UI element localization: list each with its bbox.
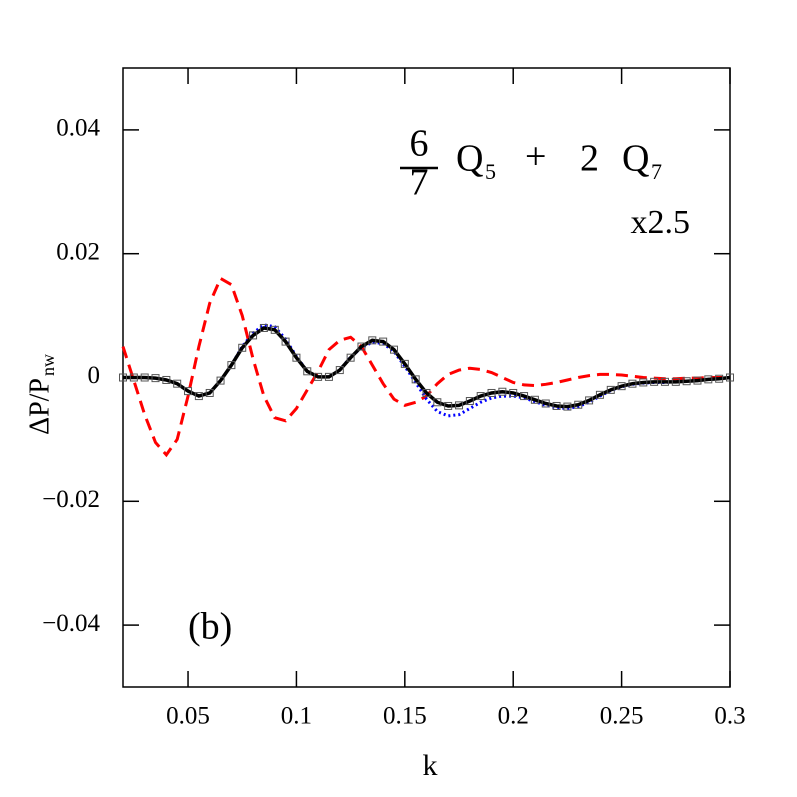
point-marker <box>487 388 496 397</box>
point-marker <box>205 388 214 397</box>
y-tick-label: −0.02 <box>42 486 100 513</box>
series-line <box>121 276 730 458</box>
point-marker <box>476 392 485 401</box>
point-marker <box>411 375 420 384</box>
point-marker <box>595 390 604 399</box>
x-tick-label: 0.25 <box>600 703 644 730</box>
fraction-numerator: 6 <box>410 123 429 165</box>
point-marker <box>682 377 691 386</box>
y-tick-label: 0.04 <box>56 115 100 142</box>
point-marker <box>422 388 431 397</box>
point-marker <box>444 401 453 410</box>
point-marker <box>335 366 344 375</box>
point-marker <box>530 395 539 404</box>
point-marker <box>292 353 301 362</box>
point-marker <box>249 331 258 340</box>
point-marker <box>433 398 442 407</box>
point-marker <box>639 378 648 387</box>
point-marker <box>693 376 702 385</box>
point-marker <box>520 392 529 401</box>
y-label-sub: nw <box>38 354 58 376</box>
series-line <box>123 323 731 418</box>
series-line <box>123 326 731 409</box>
point-marker <box>314 372 323 381</box>
formula-symbol: Q <box>622 138 649 180</box>
point-marker <box>281 337 290 346</box>
point-marker <box>574 400 583 409</box>
point-marker <box>400 359 409 368</box>
formula-coefficient: 2 <box>580 138 599 180</box>
point-marker <box>389 345 398 354</box>
point-marker <box>151 374 160 383</box>
scale-annotation: x2.5 <box>631 204 691 241</box>
point-marker <box>346 353 355 362</box>
point-marker <box>357 342 366 351</box>
point-marker <box>650 377 659 386</box>
x-tick-label: 0.05 <box>166 703 210 730</box>
point-marker <box>715 374 724 383</box>
point-marker <box>617 382 626 391</box>
series <box>121 276 730 458</box>
series <box>119 323 734 411</box>
y-label-main: ΔP/P <box>24 378 55 435</box>
y-tick-label: 0 <box>88 362 101 389</box>
point-marker <box>140 373 149 382</box>
point-marker <box>509 388 518 397</box>
y-tick-label: −0.04 <box>42 610 100 637</box>
series <box>123 323 731 418</box>
x-tick-label: 0.2 <box>498 703 529 730</box>
formula-subscript: 7 <box>651 159 662 184</box>
point-marker <box>259 323 268 332</box>
point-marker <box>324 372 333 381</box>
point-marker <box>162 375 171 384</box>
point-marker <box>585 396 594 405</box>
point-marker <box>227 361 236 370</box>
point-marker <box>465 397 474 406</box>
point-marker <box>563 402 572 411</box>
formula-operator: + <box>525 136 546 178</box>
x-tick-label: 0.1 <box>281 703 312 730</box>
point-marker <box>184 387 193 396</box>
fraction-denominator: 7 <box>410 162 429 204</box>
point-marker <box>194 392 203 401</box>
formula-subscript: 5 <box>485 159 496 184</box>
point-marker <box>173 379 182 388</box>
y-axis-label: ΔP/P nw <box>24 354 58 435</box>
point-marker <box>671 377 680 386</box>
formula: 6 7 Q 5 + 2 Q 7 <box>400 123 662 204</box>
point-marker <box>552 401 561 410</box>
panel-label: (b) <box>188 606 232 648</box>
point-marker <box>216 376 225 385</box>
point-marker <box>129 373 138 382</box>
formula-symbol: Q <box>456 138 483 180</box>
point-marker <box>606 385 615 394</box>
point-marker <box>455 401 464 410</box>
point-marker <box>303 367 312 376</box>
point-marker <box>726 373 734 382</box>
x-tick-label: 0.15 <box>383 703 427 730</box>
point-marker <box>498 387 507 396</box>
point-marker <box>238 343 247 352</box>
point-marker <box>660 377 669 386</box>
point-marker <box>541 399 550 408</box>
point-marker <box>379 337 388 346</box>
x-tick-label: 0.3 <box>714 703 745 730</box>
y-tick-label: 0.02 <box>56 238 100 265</box>
point-marker <box>270 325 279 334</box>
point-marker <box>368 336 377 345</box>
point-marker <box>704 375 713 384</box>
point-marker <box>628 379 637 388</box>
x-axis-label: k <box>423 749 438 782</box>
point-marker <box>119 373 127 382</box>
